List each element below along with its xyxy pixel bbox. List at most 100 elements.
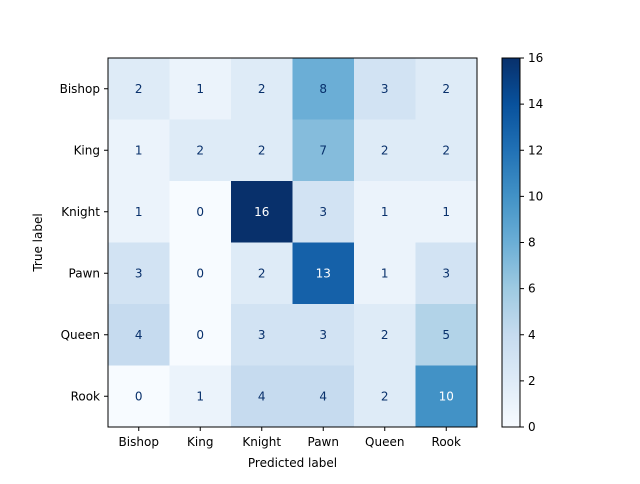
cell-value-label: 2 — [258, 266, 266, 280]
y-tick-label: King — [74, 143, 100, 157]
cell-value-label: 2 — [381, 389, 389, 403]
cell-value-label: 5 — [442, 328, 450, 342]
heatmap-cell — [108, 181, 170, 243]
x-tick-label: Knight — [242, 435, 281, 449]
colorbar-tick-label: 0 — [528, 420, 536, 434]
x-tick-label: Rook — [432, 435, 461, 449]
cell-value-label: 3 — [258, 328, 266, 342]
heatmap-cell — [108, 58, 170, 120]
heatmap-cell — [354, 58, 416, 120]
cell-value-label: 3 — [135, 266, 143, 280]
x-axis-ticks: Bishop King Knight Pawn Queen Rook — [119, 427, 461, 449]
cell-value-label: 3 — [319, 205, 327, 219]
heatmap-cell — [231, 365, 293, 428]
colorbar-tick-label: 6 — [528, 282, 536, 296]
heatmap-cell-labels: 2 1 2 8 3 21 2 2 7 2 21 0 16 3 1 13 0 2 13 1 34 0 3 3 2 50 1 4 4 2 10 — [135, 82, 454, 404]
cell-value-label: 2 — [442, 82, 450, 96]
cell-value-label: 1 — [135, 205, 143, 219]
cell-value-label: 1 — [135, 143, 143, 157]
heatmap-cell — [354, 119, 416, 182]
colorbar-ticks: 0 2 4 6 8 10 12 14 16 — [520, 51, 543, 434]
cell-value-label: 1 — [381, 205, 389, 219]
heatmap-cell — [231, 181, 293, 243]
cell-value-label: 0 — [196, 266, 204, 280]
cell-value-label: 7 — [319, 143, 327, 157]
y-tick-label: Bishop — [60, 82, 100, 96]
heatmap-cell — [108, 365, 170, 428]
colorbar-tick-label: 16 — [528, 51, 543, 65]
cell-value-label: 3 — [442, 266, 450, 280]
cell-value-label: 1 — [196, 389, 204, 403]
heatmap-cells — [108, 58, 478, 428]
y-tick-label: Pawn — [69, 266, 100, 280]
heatmap-cell — [415, 181, 478, 243]
heatmap-cell — [415, 304, 478, 366]
cell-value-label: 4 — [319, 389, 327, 403]
heatmap-cell — [169, 242, 232, 305]
cell-value-label: 2 — [442, 143, 450, 157]
heatmap-cell — [169, 58, 232, 120]
x-tick-label: Pawn — [308, 435, 339, 449]
heatmap-cell — [415, 119, 478, 182]
colorbar — [501, 57, 521, 428]
heatmap-cell — [354, 365, 416, 428]
heatmap-cell — [231, 304, 293, 366]
y-tick-label: Rook — [71, 389, 100, 403]
cell-value-label: 2 — [258, 82, 266, 96]
cell-value-label: 0 — [135, 389, 143, 403]
heatmap-cell — [292, 242, 355, 305]
plot-frame — [107, 57, 478, 428]
heatmap-cell — [231, 119, 293, 182]
cell-value-label: 13 — [316, 266, 331, 280]
heatmap-cell — [108, 304, 170, 366]
heatmap-cell — [415, 365, 478, 428]
y-axis-ticks: Bishop King Knight Pawn Queen Rook — [60, 82, 108, 403]
x-tick-label: Queen — [365, 435, 404, 449]
heatmap-cell — [169, 304, 232, 366]
heatmap-cell — [415, 58, 478, 120]
heatmap-cell — [292, 304, 355, 366]
colorbar-tick-label: 4 — [528, 328, 536, 342]
heatmap-cell — [108, 119, 170, 182]
heatmap-cell — [415, 242, 478, 305]
cell-value-label: 1 — [196, 82, 204, 96]
cell-value-label: 2 — [381, 143, 389, 157]
x-tick-label: Bishop — [119, 435, 159, 449]
x-axis-label: Predicted label — [248, 456, 337, 470]
cell-value-label: 2 — [196, 143, 204, 157]
colorbar-tick-label: 8 — [528, 236, 536, 250]
heatmap-cell — [169, 181, 232, 243]
cell-value-label: 10 — [439, 389, 454, 403]
heatmap-cell — [169, 119, 232, 182]
colorbar-tick-label: 10 — [528, 189, 543, 203]
heatmap-cell — [108, 242, 170, 305]
heatmap-cell — [231, 58, 293, 120]
heatmap-cell — [292, 365, 355, 428]
x-tick-label: King — [187, 435, 213, 449]
heatmap-cell — [354, 181, 416, 243]
heatmap-cell — [292, 119, 355, 182]
cell-value-label: 4 — [258, 389, 266, 403]
y-axis-label: True label — [31, 213, 45, 272]
y-tick-label: Knight — [61, 205, 100, 219]
heatmap-cell — [354, 304, 416, 366]
heatmap-cell — [354, 242, 416, 305]
cell-value-label: 2 — [135, 82, 143, 96]
cell-value-label: 1 — [442, 205, 450, 219]
cell-value-label: 0 — [196, 328, 204, 342]
cell-value-label: 3 — [381, 82, 389, 96]
y-tick-label: Queen — [61, 328, 100, 342]
cell-value-label: 16 — [254, 205, 269, 219]
cell-value-label: 8 — [319, 82, 327, 96]
colorbar-tick-label: 2 — [528, 374, 536, 388]
heatmap-cell — [231, 242, 293, 305]
colorbar-tick-label: 14 — [528, 97, 543, 111]
cell-value-label: 4 — [135, 328, 143, 342]
colorbar-tick-label: 12 — [528, 143, 543, 157]
cell-value-label: 2 — [258, 143, 266, 157]
cell-value-label: 1 — [381, 266, 389, 280]
cell-value-label: 2 — [381, 328, 389, 342]
heatmap-cell — [169, 365, 232, 428]
cell-value-label: 3 — [319, 328, 327, 342]
